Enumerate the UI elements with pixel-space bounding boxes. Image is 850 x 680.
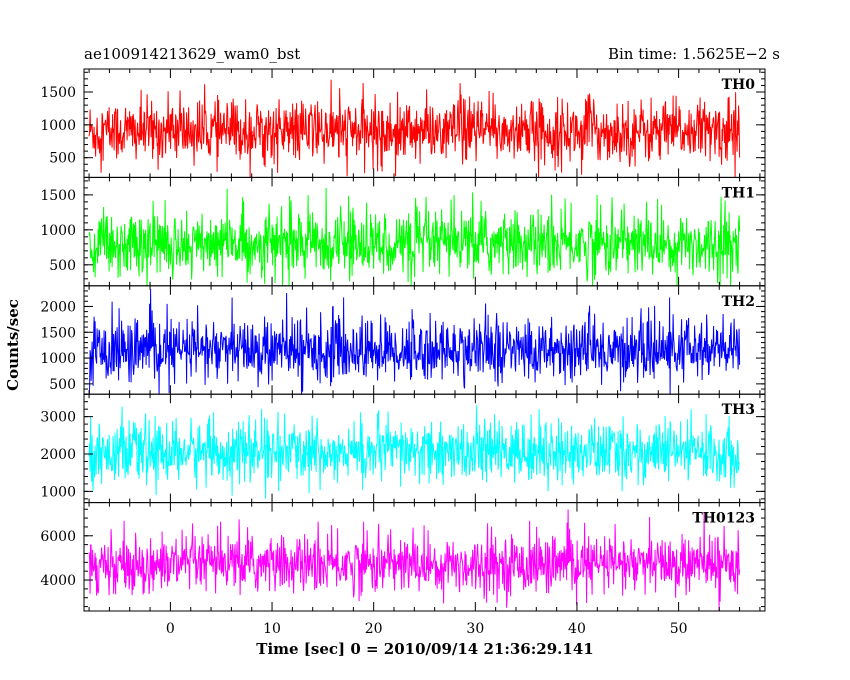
x-axis-label: Time [sec] 0 = 2010/09/14 21:36:29.141 [256,640,593,658]
series-line-th1 [88,187,741,286]
y-axis-label: Counts/sec [4,299,22,391]
y-tick-label: 1000 [40,223,76,239]
x-tick-label: 20 [365,621,383,637]
y-tick-label: 500 [49,258,76,274]
y-tick-label: 3000 [40,410,76,426]
x-tick-label: 40 [568,621,586,637]
series-line-th2 [88,289,741,395]
panel-label-th0: TH0 [722,77,756,93]
series-line-th3 [88,405,740,499]
y-tick-label: 1500 [40,85,76,101]
x-tick-label: 10 [263,621,281,637]
panel-label-th3: TH3 [722,402,755,418]
x-tick-label: 0 [166,621,175,637]
panel-label-th1: TH1 [722,185,755,201]
panel-label-th0123: TH0123 [692,511,755,527]
x-tick-label: 50 [670,621,688,637]
series-line-th0123 [88,509,741,612]
y-tick-label: 2000 [40,447,76,463]
y-tick-label: 1000 [40,351,76,367]
x-tick-label: 30 [466,621,484,637]
y-tick-label: 2000 [40,299,76,315]
y-tick-label: 1500 [40,325,76,341]
y-tick-label: 500 [49,377,76,393]
y-tick-label: 1000 [40,484,76,500]
y-tick-label: 1000 [40,118,76,134]
chart-title-left: ae100914213629_wam0_bst [84,45,300,63]
y-tick-label: 6000 [40,529,76,545]
series-line-th0 [88,79,741,178]
y-tick-label: 4000 [40,573,76,589]
panel-label-th2: TH2 [722,294,755,310]
y-tick-label: 1500 [40,188,76,204]
panel-frame-th0123 [83,502,766,612]
y-tick-label: 500 [49,151,76,167]
chart-title-right: Bin time: 1.5625E−2 s [608,45,780,63]
